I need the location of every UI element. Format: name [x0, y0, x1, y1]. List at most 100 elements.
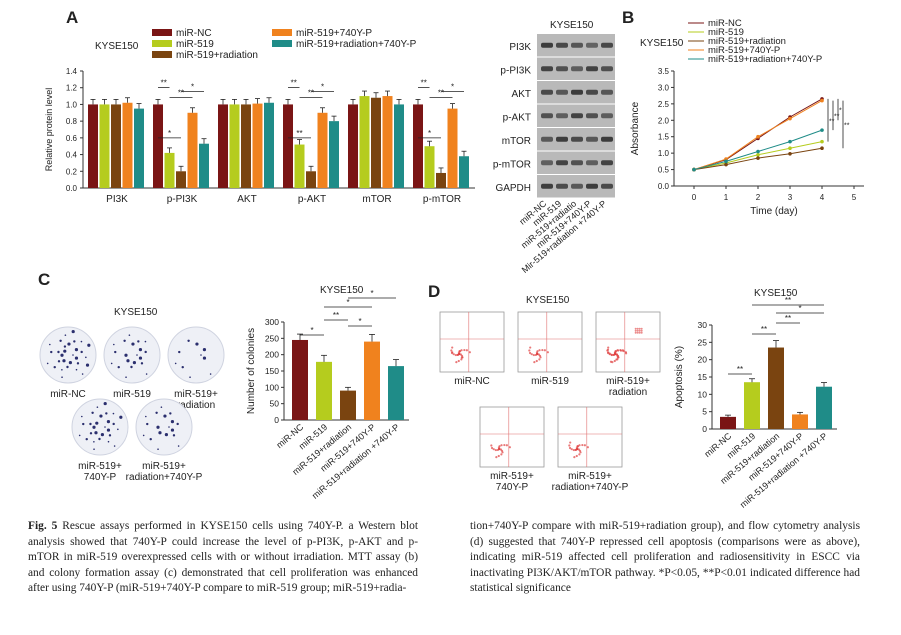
- y-tick-label: 250: [265, 333, 279, 343]
- event-dot: [494, 448, 497, 452]
- event-dot: [460, 356, 464, 359]
- colony-dot: [119, 415, 123, 419]
- dish-label: radiation+740Y-P: [126, 472, 203, 483]
- event-dot: [500, 453, 503, 456]
- y-tick-label: 300: [265, 317, 279, 327]
- event-dot: [454, 353, 457, 357]
- flow-label: miR-519+: [490, 471, 534, 482]
- event-dot: [490, 444, 493, 447]
- colony-dot: [93, 440, 95, 443]
- colony-dot: [81, 373, 84, 375]
- blot-band: [586, 42, 598, 48]
- event-dot: [528, 349, 531, 352]
- blot-row-label: AKT: [512, 89, 531, 100]
- legend-label: miR-519: [708, 27, 744, 38]
- colony-dot: [131, 342, 135, 346]
- colony-dot: [87, 343, 91, 347]
- legend-swatch: [272, 29, 292, 36]
- colony-dot: [117, 428, 119, 431]
- blot-band: [541, 113, 553, 119]
- significance-label: **: [834, 113, 840, 120]
- event-dot: [606, 348, 610, 351]
- culture-dish: [167, 326, 225, 384]
- panel-label-c: C: [38, 270, 51, 289]
- panel-d-flow-cytometry: KYSE150 miR-NC miR-519 miR-519+radiationmi…: [439, 295, 661, 493]
- event-dot: [465, 349, 468, 352]
- significance-label: **: [161, 78, 167, 87]
- bar: [371, 97, 381, 188]
- significance-label: **: [737, 365, 743, 374]
- event-dot: [546, 351, 549, 354]
- flow-plot-frame: [479, 406, 545, 468]
- event-dot: [638, 329, 641, 332]
- event-dot: [640, 329, 643, 332]
- colony-dot: [107, 440, 110, 443]
- colony-dot: [113, 343, 115, 346]
- colony-dot: [49, 343, 51, 346]
- colony-dot: [74, 348, 79, 352]
- colony-dot: [156, 425, 160, 429]
- legend-swatch: [272, 40, 292, 47]
- colony-dot: [61, 368, 63, 371]
- event-dot: [497, 454, 500, 458]
- colony-dot: [61, 376, 63, 379]
- colony-dot: [202, 348, 207, 352]
- bar: [388, 366, 404, 420]
- bar: [306, 171, 316, 188]
- blot-band: [586, 136, 598, 142]
- chart-c-title: KYSE150: [320, 285, 364, 296]
- colony-dot: [71, 329, 75, 334]
- event-dot: [490, 446, 494, 450]
- colony-dot: [64, 334, 67, 336]
- significance-label: *: [358, 317, 361, 326]
- event-dot: [568, 446, 572, 450]
- event-dot: [572, 448, 575, 452]
- panel-a-western-blot: KYSE150 PI3K p-PI3K AKT p-AKT mTOR p-mTOR GAPD…: [493, 20, 615, 275]
- colony-dot: [106, 428, 111, 432]
- bar: [199, 143, 209, 188]
- bar: [317, 112, 328, 188]
- colony-title: KYSE150: [114, 307, 158, 318]
- event-dot: [610, 353, 613, 356]
- colony-dot: [75, 368, 78, 371]
- event-dot: [529, 346, 532, 349]
- x-axis-label: Time (day): [750, 206, 797, 217]
- colony-dot: [123, 339, 126, 343]
- colony-dot: [145, 373, 148, 375]
- legend-swatch: [152, 40, 172, 47]
- x-tick-label: 5: [852, 193, 857, 202]
- colony-dot: [85, 437, 88, 441]
- y-tick-label: 100: [265, 382, 279, 392]
- colony-dot: [82, 422, 85, 426]
- y-tick-label: 2.0: [658, 116, 670, 125]
- bar: [111, 104, 121, 188]
- bar: [229, 104, 240, 188]
- flow-label: miR-519: [531, 376, 569, 387]
- y-tick-label: 20: [698, 355, 708, 365]
- event-dot: [586, 446, 589, 449]
- panel-label-d: D: [428, 282, 441, 301]
- colony-dot: [85, 356, 87, 359]
- significance-label: **: [308, 88, 314, 97]
- dish-label: miR-519+: [174, 389, 218, 400]
- event-dot: [451, 346, 454, 349]
- legend-label: miR-NC: [708, 18, 742, 29]
- significance-label: *: [370, 289, 373, 298]
- event-dot: [535, 359, 538, 363]
- event-dot: [614, 351, 617, 354]
- event-dot: [634, 331, 637, 334]
- event-dot: [538, 349, 541, 352]
- y-tick-label: 15: [698, 372, 708, 382]
- legend-label: miR-519+radiation: [176, 50, 258, 61]
- event-dot: [538, 358, 541, 361]
- colony-dot: [76, 362, 80, 365]
- event-dot: [457, 359, 460, 363]
- significance-label: *: [168, 129, 171, 138]
- dish-label: radiation: [177, 400, 215, 411]
- colony-dot: [78, 434, 81, 437]
- colony-dot: [128, 334, 131, 336]
- blot-band: [586, 113, 598, 119]
- event-dot: [613, 359, 616, 363]
- data-point: [788, 116, 792, 121]
